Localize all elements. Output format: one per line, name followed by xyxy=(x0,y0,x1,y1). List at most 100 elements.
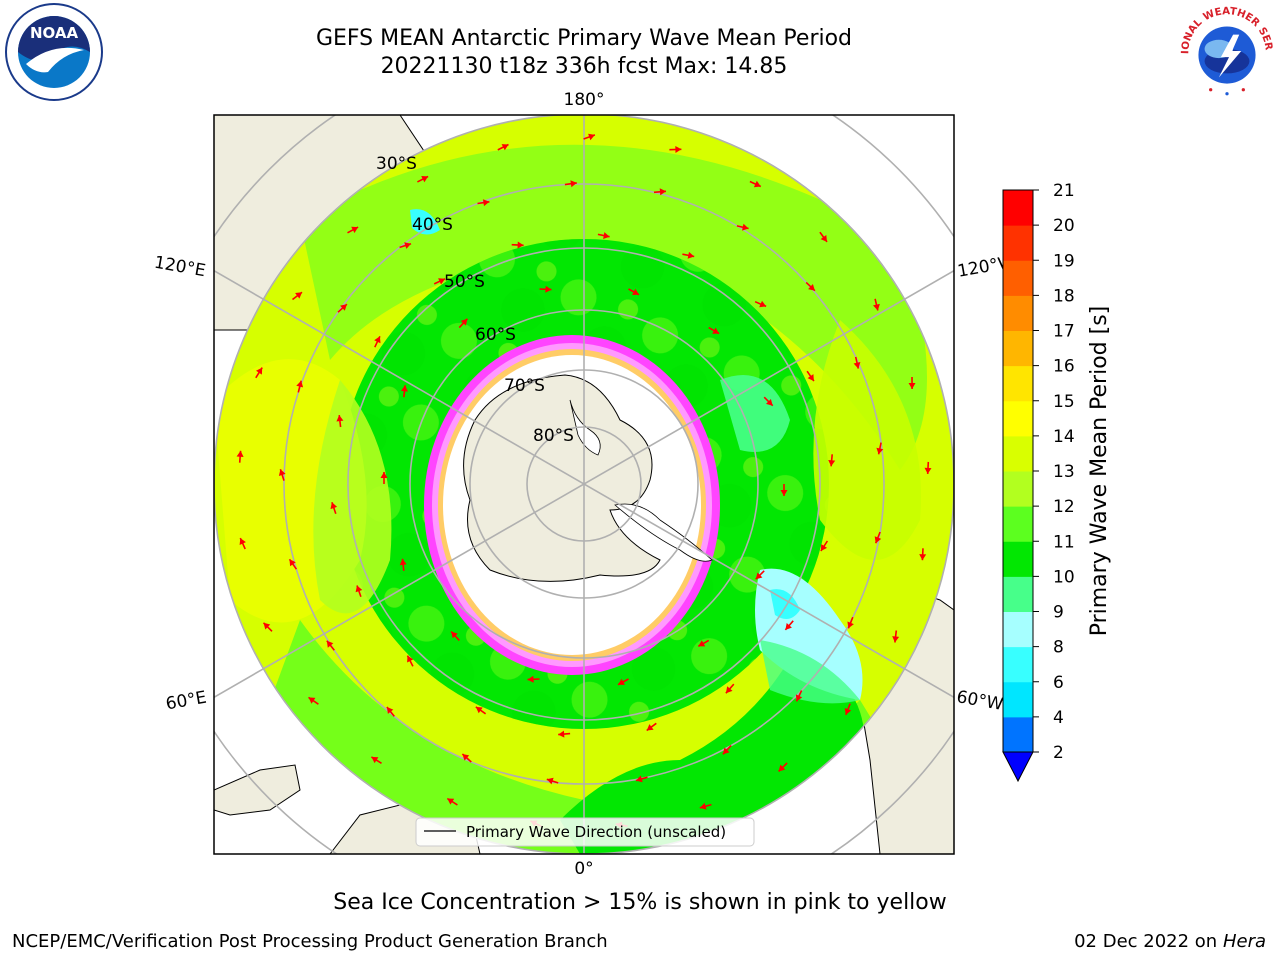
wave-arrow-head xyxy=(355,585,363,593)
wave-arrow-head xyxy=(295,292,302,299)
wave-arrow-head xyxy=(646,724,654,731)
wave-arrow-head xyxy=(475,706,483,714)
colorbar-segment xyxy=(1003,611,1033,648)
wave-arrow-head xyxy=(374,336,381,344)
wave-arrow-head xyxy=(725,686,733,694)
colorbar-segment xyxy=(1003,681,1033,718)
footer-date-text: 02 Dec 2022 on xyxy=(1074,931,1218,952)
lon-label-0: 0° xyxy=(574,859,593,879)
wave-arrow-head xyxy=(924,467,932,474)
sea-ice-caption: Sea Ice Concentration > 15% is shown in … xyxy=(333,890,947,915)
lat-label-40s: 40°S xyxy=(412,215,453,235)
wave-arrow-head xyxy=(546,777,554,785)
colorbar-segment xyxy=(1003,225,1033,261)
colorbar-segment xyxy=(1003,365,1033,402)
wave-arrow-head xyxy=(371,756,379,764)
wave-arrow-head xyxy=(828,460,836,467)
wave-arrow-head xyxy=(618,678,625,685)
wave-arrow-head xyxy=(722,747,730,755)
colorbar-tick-label: 18 xyxy=(1053,286,1075,306)
colorbar-tick-label: 21 xyxy=(1053,181,1075,201)
colorbar-segment xyxy=(1003,190,1033,226)
colorbar-segment xyxy=(1003,716,1033,753)
wave-arrow-head xyxy=(380,472,388,478)
wave-arrow-head xyxy=(545,285,552,293)
wave-arrow-head xyxy=(517,241,524,249)
wave-arrow-head xyxy=(296,380,304,388)
lat-label-70s: 70°S xyxy=(504,376,545,396)
lon-label-60w: 60°W xyxy=(955,687,1005,715)
wave-arrow-head xyxy=(447,798,455,805)
colorbar-ticks: 2 4 6 8 9 10 11 12 13 14 15 16 17 18 19 20 21 xyxy=(1033,181,1075,763)
wave-arrow-head xyxy=(603,232,610,239)
plot-subtitle: 20221130 t18z 336h fcst Max: 14.85 xyxy=(380,54,788,79)
wave-arrow-head xyxy=(687,251,695,259)
wave-arrow-head xyxy=(807,374,814,382)
wave-arrow-head xyxy=(501,144,509,151)
colorbar-tick-label: 9 xyxy=(1053,603,1064,623)
wave-arrow-head xyxy=(401,385,408,392)
wave-arrow-head xyxy=(820,544,828,551)
wave-arrow-head xyxy=(808,284,815,291)
wave-arrow-head xyxy=(853,362,861,369)
colorbar-tick-label: 17 xyxy=(1053,322,1075,342)
wave-arrow-head xyxy=(308,697,316,704)
wave-arrow-head xyxy=(289,559,296,567)
wave-arrow-head xyxy=(399,558,407,566)
colorbar-tick-label: 13 xyxy=(1053,462,1075,482)
wave-arrow-head xyxy=(351,226,359,233)
colorbar-segment xyxy=(1003,295,1033,331)
wave-arrow-head xyxy=(712,327,720,334)
lon-label-120e: 120°E xyxy=(153,253,207,282)
wave-arrow-head xyxy=(785,623,792,630)
wave-arrow-head xyxy=(588,133,595,141)
noaa-logo-text: NOAA xyxy=(30,24,79,42)
wave-arrow-head xyxy=(460,318,468,326)
colorbar-tick-label: 12 xyxy=(1053,497,1075,517)
footer-branch: NCEP/EMC/Verification Post Processing Pr… xyxy=(12,931,608,952)
wave-arrow-head xyxy=(919,554,927,561)
colorbar: 2 4 6 8 9 10 11 12 13 14 15 16 17 18 19 20 21 Primary Wa… xyxy=(1002,181,1112,783)
wave-arrow-head xyxy=(438,278,446,285)
wave-arrow-head xyxy=(451,631,458,639)
colorbar-segment xyxy=(1003,471,1033,507)
wave-arrow-head xyxy=(847,621,854,629)
wave-arrow-head xyxy=(755,572,763,580)
colorbar-segment xyxy=(1003,541,1033,577)
wave-arrow-head xyxy=(742,223,749,231)
lat-label-30s: 30°S xyxy=(376,154,417,174)
wave-arrow-head xyxy=(386,707,394,714)
colorbar-tick-label: 6 xyxy=(1053,673,1064,693)
wave-arrow-head xyxy=(336,415,344,422)
lon-label-60e: 60°E xyxy=(164,688,208,715)
colorbar-segment xyxy=(1003,576,1033,612)
wave-arrow-head xyxy=(239,538,246,545)
wave-arrow-head xyxy=(527,675,534,683)
wave-arrow-head xyxy=(340,304,347,311)
wave-arrow-head xyxy=(892,636,900,643)
wave-arrow-head xyxy=(326,640,334,648)
wave-arrow-head xyxy=(636,775,643,783)
wave-arrow-head xyxy=(278,469,286,476)
colorbar-segment xyxy=(1003,506,1033,542)
colorbar-segments xyxy=(1003,190,1033,753)
colorbar-segment xyxy=(1003,330,1033,367)
graticule xyxy=(214,115,954,854)
wave-arrow-head xyxy=(330,502,338,510)
direction-legend: Primary Wave Direction (unscaled) xyxy=(415,817,755,847)
wave-arrow-head xyxy=(873,303,880,311)
colorbar-tick-label: 20 xyxy=(1053,216,1075,236)
colorbar-extend-triangle xyxy=(1002,751,1034,783)
colorbar-tick-label: 19 xyxy=(1053,251,1075,271)
wave-arrow-head xyxy=(766,399,773,406)
wave-arrow-head xyxy=(482,199,490,207)
legend-label: Primary Wave Direction (unscaled) xyxy=(466,823,726,841)
wave-arrow-head xyxy=(753,180,761,188)
colorbar-tick-label: 10 xyxy=(1053,567,1075,587)
wave-arrow-head xyxy=(844,708,852,715)
lat-label-80s: 80°S xyxy=(533,426,574,446)
wave-arrow-head xyxy=(256,367,263,375)
colorbar-segment xyxy=(1003,646,1033,683)
map-area: 30°S 40°S 50°S 60°S 70°S 80°S Primary Wa… xyxy=(214,115,954,854)
